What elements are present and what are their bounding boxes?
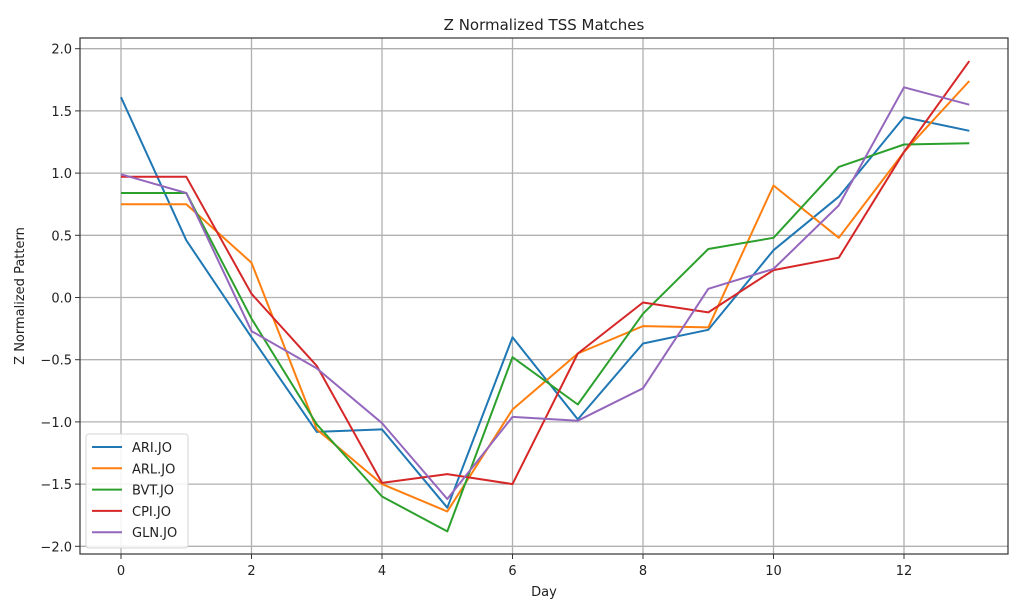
data-series [120, 60, 971, 533]
y-tick-label: 0.5 [51, 229, 72, 244]
y-tick-label: 1.5 [51, 105, 72, 120]
x-axis-label: Day [531, 585, 557, 600]
y-axis-label: Z Normalized Pattern [13, 227, 28, 365]
grid-lines [80, 38, 1008, 554]
x-tick-label: 6 [508, 564, 516, 579]
chart-title: Z Normalized TSS Matches [444, 16, 645, 34]
x-tick-label: 0 [117, 564, 125, 579]
y-tick-label: −1.0 [40, 416, 72, 431]
x-tick-label: 4 [378, 564, 386, 579]
series-line-gln-jo [120, 86, 970, 500]
y-axis-ticks: −2.0 −1.5 −1.0 −0.5 0.0 0.5 1.0 1.5 2.0 [40, 43, 80, 555]
y-tick-label: 1.0 [51, 167, 72, 182]
legend-box [85, 433, 189, 549]
x-tick-label: 2 [247, 564, 255, 579]
legend-label: ARL.JO [132, 462, 175, 477]
series-line-arl-jo [121, 80, 971, 513]
x-axis-ticks: 0 2 4 6 8 10 12 [117, 554, 912, 579]
y-tick-label: 0.0 [51, 292, 72, 307]
legend-label: ARI.JO [132, 441, 172, 456]
y-tick-label: −2.0 [40, 540, 72, 555]
x-tick-label: 10 [765, 564, 782, 579]
x-tick-label: 8 [639, 564, 647, 579]
legend: ARI.JO ARL.JO BVT.JO CPI.JO GLN.JO [85, 433, 189, 549]
plot-frame [79, 37, 1009, 555]
x-tick-label: 12 [896, 564, 913, 579]
y-tick-label: −0.5 [40, 354, 72, 369]
series-line-cpi-jo [121, 60, 971, 486]
legend-label: BVT.JO [132, 484, 174, 499]
series-line-ari-jo [120, 96, 970, 509]
legend-label: GLN.JO [132, 526, 177, 541]
y-tick-label: −1.5 [40, 478, 72, 493]
legend-label: CPI.JO [132, 505, 171, 520]
y-tick-label: 2.0 [51, 43, 72, 58]
